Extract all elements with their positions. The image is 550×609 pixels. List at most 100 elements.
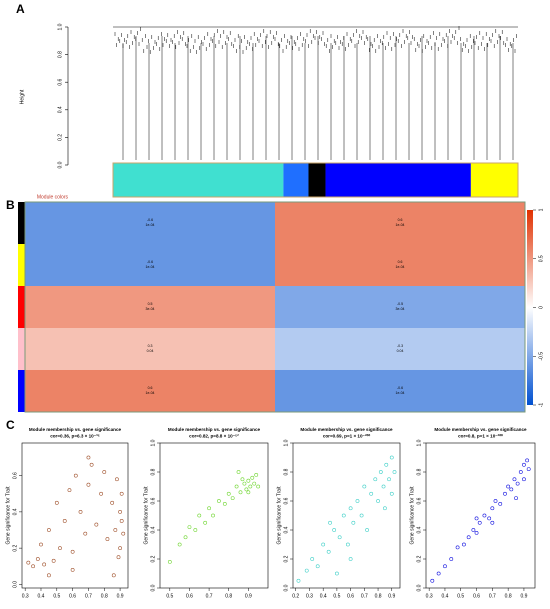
row-color <box>18 370 25 412</box>
panel-label: A <box>16 2 25 16</box>
x-tick-label: 0.3 <box>426 593 433 599</box>
cell-p-value: 1e-04 <box>396 391 405 395</box>
point <box>515 481 520 486</box>
point <box>99 491 104 496</box>
point <box>378 470 383 474</box>
plot-title: Module membership vs. gene significance <box>300 427 393 432</box>
point <box>455 545 460 550</box>
cell-value: 0.5 <box>148 302 153 306</box>
point <box>39 542 43 547</box>
point <box>296 578 301 583</box>
plot-subtitle: cor=0.36, p=6.3 × 10⁻³⁶ <box>50 434 100 439</box>
point <box>113 528 118 532</box>
point <box>46 528 51 532</box>
point <box>207 506 211 511</box>
x-tick-label: 0.5 <box>53 593 60 599</box>
cell-value: 0.6 <box>398 218 403 222</box>
y-tick-label: 0.4 <box>283 526 289 533</box>
x-tick-label: 0.9 <box>245 593 252 599</box>
point <box>498 501 503 506</box>
x-tick-label: 0.4 <box>38 593 45 599</box>
point <box>256 484 261 489</box>
plot-subtitle: cor=0.82, p=8.8 × 10⁻⁵² <box>189 434 239 439</box>
row-color <box>18 286 25 328</box>
point <box>105 537 110 541</box>
dendrogram-branches <box>113 26 518 160</box>
point <box>321 542 326 547</box>
heatmap-cell <box>25 370 275 412</box>
cell-p-value: 1e-04 <box>146 265 155 269</box>
y-tick-label: 1.0 <box>150 439 156 446</box>
point <box>387 477 391 482</box>
x-tick-label: 0.3 <box>306 593 313 599</box>
point <box>240 477 245 482</box>
point <box>86 482 91 487</box>
y-tick-label: 0.0 <box>57 161 63 168</box>
y-tick-label: 0.6 <box>416 497 422 504</box>
point <box>89 462 94 467</box>
y-tick-label: 0.6 <box>57 79 63 86</box>
point <box>512 477 517 482</box>
plot-frame <box>425 442 536 589</box>
point <box>115 477 119 482</box>
point <box>474 531 479 535</box>
point <box>78 509 83 514</box>
point <box>522 462 526 467</box>
point <box>522 477 526 482</box>
point <box>248 484 253 489</box>
y-axis-label: Gene significance for Trait <box>276 486 282 545</box>
y-tick-label: 0.0 <box>12 581 18 588</box>
point <box>315 564 320 569</box>
point <box>373 477 378 482</box>
heatmap-cell <box>25 328 275 370</box>
x-tick-label: 0.9 <box>388 593 395 599</box>
y-tick-label: 0.2 <box>416 555 422 562</box>
point <box>197 513 202 518</box>
point <box>310 557 315 561</box>
x-tick-label: 0.3 <box>22 593 29 599</box>
x-tick-label: 0.8 <box>505 593 512 599</box>
point <box>509 487 514 492</box>
point <box>381 484 386 489</box>
point <box>341 513 346 518</box>
plot-frame <box>159 442 269 589</box>
cell-p-value: 3e-04 <box>146 307 155 311</box>
cell-p-value: 0.04 <box>147 349 154 353</box>
y-tick-label: 0.4 <box>416 526 422 533</box>
point <box>503 491 507 496</box>
x-tick-label: 0.5 <box>457 593 464 599</box>
panel-label: B <box>6 198 15 212</box>
point <box>234 484 239 489</box>
y-tick-label: 1.0 <box>57 23 63 30</box>
y-axis-label: Gene significance for Trait <box>5 486 11 545</box>
cell-p-value: 3e-04 <box>396 307 405 311</box>
cell-p-value: 1e-04 <box>396 223 405 227</box>
y-tick-label: 1.0 <box>416 439 422 446</box>
module-color <box>283 163 309 197</box>
y-tick-label: 0.0 <box>283 584 289 591</box>
point <box>471 528 476 532</box>
colorbar-tick-label: -1 <box>538 403 544 408</box>
point <box>58 546 62 551</box>
point <box>250 475 255 480</box>
colorbar-tick-label: 0.5 <box>538 255 544 262</box>
x-tick-label: 0.7 <box>489 593 496 599</box>
point <box>328 520 332 525</box>
y-tick-label: 0.8 <box>57 51 63 58</box>
module-color <box>113 163 284 197</box>
y-tick-label: 0.2 <box>12 544 18 551</box>
y-tick-label: 0.8 <box>150 468 156 475</box>
cell-value: -0.3 <box>397 344 403 348</box>
point <box>254 472 259 477</box>
x-tick-label: 0.6 <box>473 593 480 599</box>
y-axis-label: Gene significance for Trait <box>409 486 415 545</box>
point <box>514 496 518 501</box>
plot-subtitle: cor=0.8, p=1 × 10⁻²⁰⁰ <box>458 434 503 439</box>
point <box>365 528 369 532</box>
point <box>119 491 124 496</box>
point <box>236 470 241 474</box>
x-tick-label: 0.6 <box>347 593 354 599</box>
plot-title: Module membership vs. gene significance <box>29 427 122 432</box>
heatmap-cell <box>275 286 525 328</box>
